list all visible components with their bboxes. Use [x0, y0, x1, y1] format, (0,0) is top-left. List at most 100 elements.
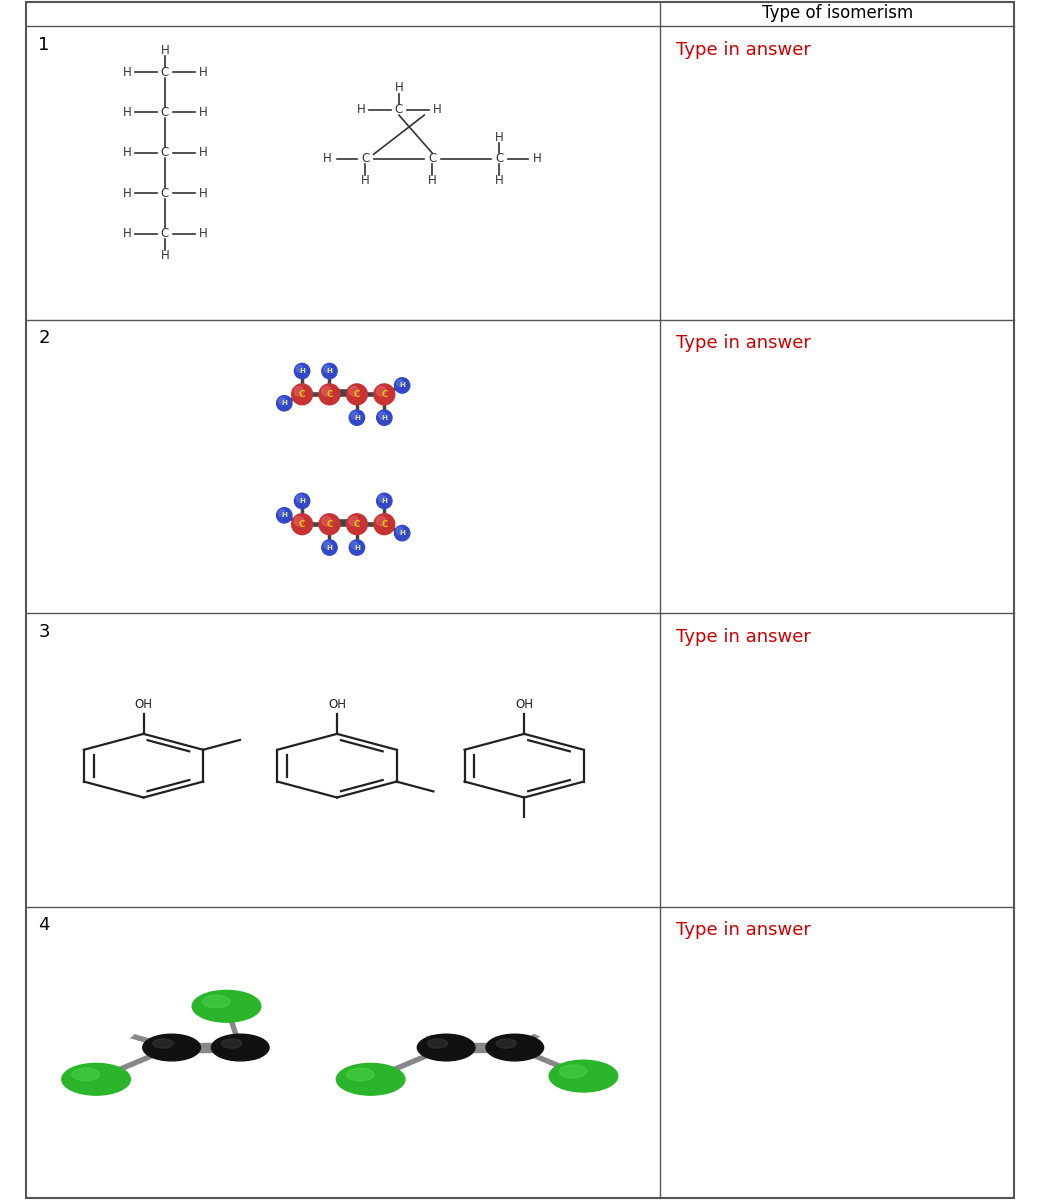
Text: H: H	[327, 368, 333, 374]
Circle shape	[277, 508, 292, 523]
Text: C: C	[361, 152, 369, 166]
Text: C: C	[161, 227, 170, 240]
Circle shape	[396, 527, 404, 534]
Text: C: C	[495, 152, 503, 166]
Circle shape	[291, 384, 312, 404]
Text: 1: 1	[38, 36, 50, 54]
Circle shape	[427, 1039, 447, 1048]
Circle shape	[72, 1068, 100, 1081]
Text: C: C	[327, 520, 333, 529]
Circle shape	[192, 990, 261, 1022]
Circle shape	[294, 493, 310, 509]
Text: H: H	[428, 174, 437, 187]
Text: Type in answer: Type in answer	[676, 922, 811, 940]
Circle shape	[346, 384, 367, 404]
Circle shape	[376, 516, 386, 526]
Circle shape	[401, 1020, 436, 1037]
Circle shape	[321, 516, 331, 526]
Text: 2: 2	[38, 329, 50, 348]
Circle shape	[100, 1024, 134, 1039]
Circle shape	[153, 1039, 173, 1048]
Circle shape	[277, 396, 292, 410]
Circle shape	[251, 1058, 285, 1074]
Circle shape	[336, 1063, 405, 1096]
Circle shape	[222, 1039, 241, 1048]
Circle shape	[486, 1034, 544, 1061]
Circle shape	[346, 1068, 374, 1081]
Text: H: H	[300, 368, 305, 374]
Text: C: C	[382, 390, 388, 398]
Text: C: C	[161, 187, 170, 200]
Text: H: H	[323, 152, 332, 166]
Circle shape	[349, 386, 359, 396]
Text: C: C	[298, 520, 305, 529]
Circle shape	[374, 384, 395, 404]
Text: 4: 4	[38, 917, 50, 935]
Circle shape	[323, 365, 331, 372]
Circle shape	[496, 1039, 516, 1048]
Text: H: H	[123, 227, 131, 240]
Text: OH: OH	[134, 697, 153, 710]
Circle shape	[294, 364, 310, 379]
Text: C: C	[395, 103, 404, 116]
Text: H: H	[199, 66, 207, 78]
Text: H: H	[199, 146, 207, 160]
Text: H: H	[281, 401, 287, 407]
Circle shape	[376, 493, 392, 509]
Text: C: C	[161, 106, 170, 119]
Text: C: C	[354, 520, 360, 529]
Circle shape	[294, 386, 304, 396]
Text: C: C	[354, 390, 360, 398]
Circle shape	[379, 412, 386, 419]
Circle shape	[374, 514, 395, 535]
Text: H: H	[123, 187, 131, 200]
Circle shape	[346, 514, 367, 535]
Circle shape	[61, 1063, 130, 1096]
Circle shape	[379, 496, 386, 502]
Text: H: H	[382, 498, 387, 504]
Circle shape	[296, 496, 304, 502]
Text: H: H	[382, 415, 387, 421]
Text: OH: OH	[515, 697, 534, 710]
Text: H: H	[327, 545, 333, 551]
Text: H: H	[123, 106, 131, 119]
Text: H: H	[199, 187, 207, 200]
Circle shape	[560, 1064, 587, 1078]
Circle shape	[321, 386, 331, 396]
Text: C: C	[382, 520, 388, 529]
Text: H: H	[532, 152, 542, 166]
Circle shape	[376, 410, 392, 425]
Text: 3: 3	[38, 623, 50, 641]
Text: C: C	[161, 66, 170, 78]
Circle shape	[376, 386, 386, 396]
Text: Type in answer: Type in answer	[676, 334, 811, 352]
Text: H: H	[399, 383, 406, 389]
Text: C: C	[161, 146, 170, 160]
Text: H: H	[160, 248, 170, 262]
Text: Type in answer: Type in answer	[676, 628, 811, 646]
Text: H: H	[495, 174, 503, 187]
Circle shape	[532, 1020, 567, 1037]
Text: OH: OH	[328, 697, 346, 710]
Circle shape	[394, 526, 410, 541]
Circle shape	[142, 1034, 201, 1061]
Text: H: H	[433, 103, 441, 116]
Circle shape	[321, 540, 337, 556]
Circle shape	[279, 397, 285, 404]
Circle shape	[549, 1061, 618, 1092]
Text: H: H	[394, 82, 404, 95]
Text: H: H	[354, 545, 360, 551]
Circle shape	[349, 540, 365, 556]
Text: H: H	[300, 498, 305, 504]
Circle shape	[296, 365, 304, 372]
Circle shape	[203, 995, 230, 1008]
Circle shape	[291, 514, 312, 535]
Circle shape	[279, 510, 285, 516]
Text: C: C	[327, 390, 333, 398]
Circle shape	[396, 379, 404, 386]
Text: H: H	[199, 106, 207, 119]
Text: H: H	[399, 530, 406, 536]
Circle shape	[294, 516, 304, 526]
Text: H: H	[123, 66, 131, 78]
Circle shape	[323, 541, 331, 548]
